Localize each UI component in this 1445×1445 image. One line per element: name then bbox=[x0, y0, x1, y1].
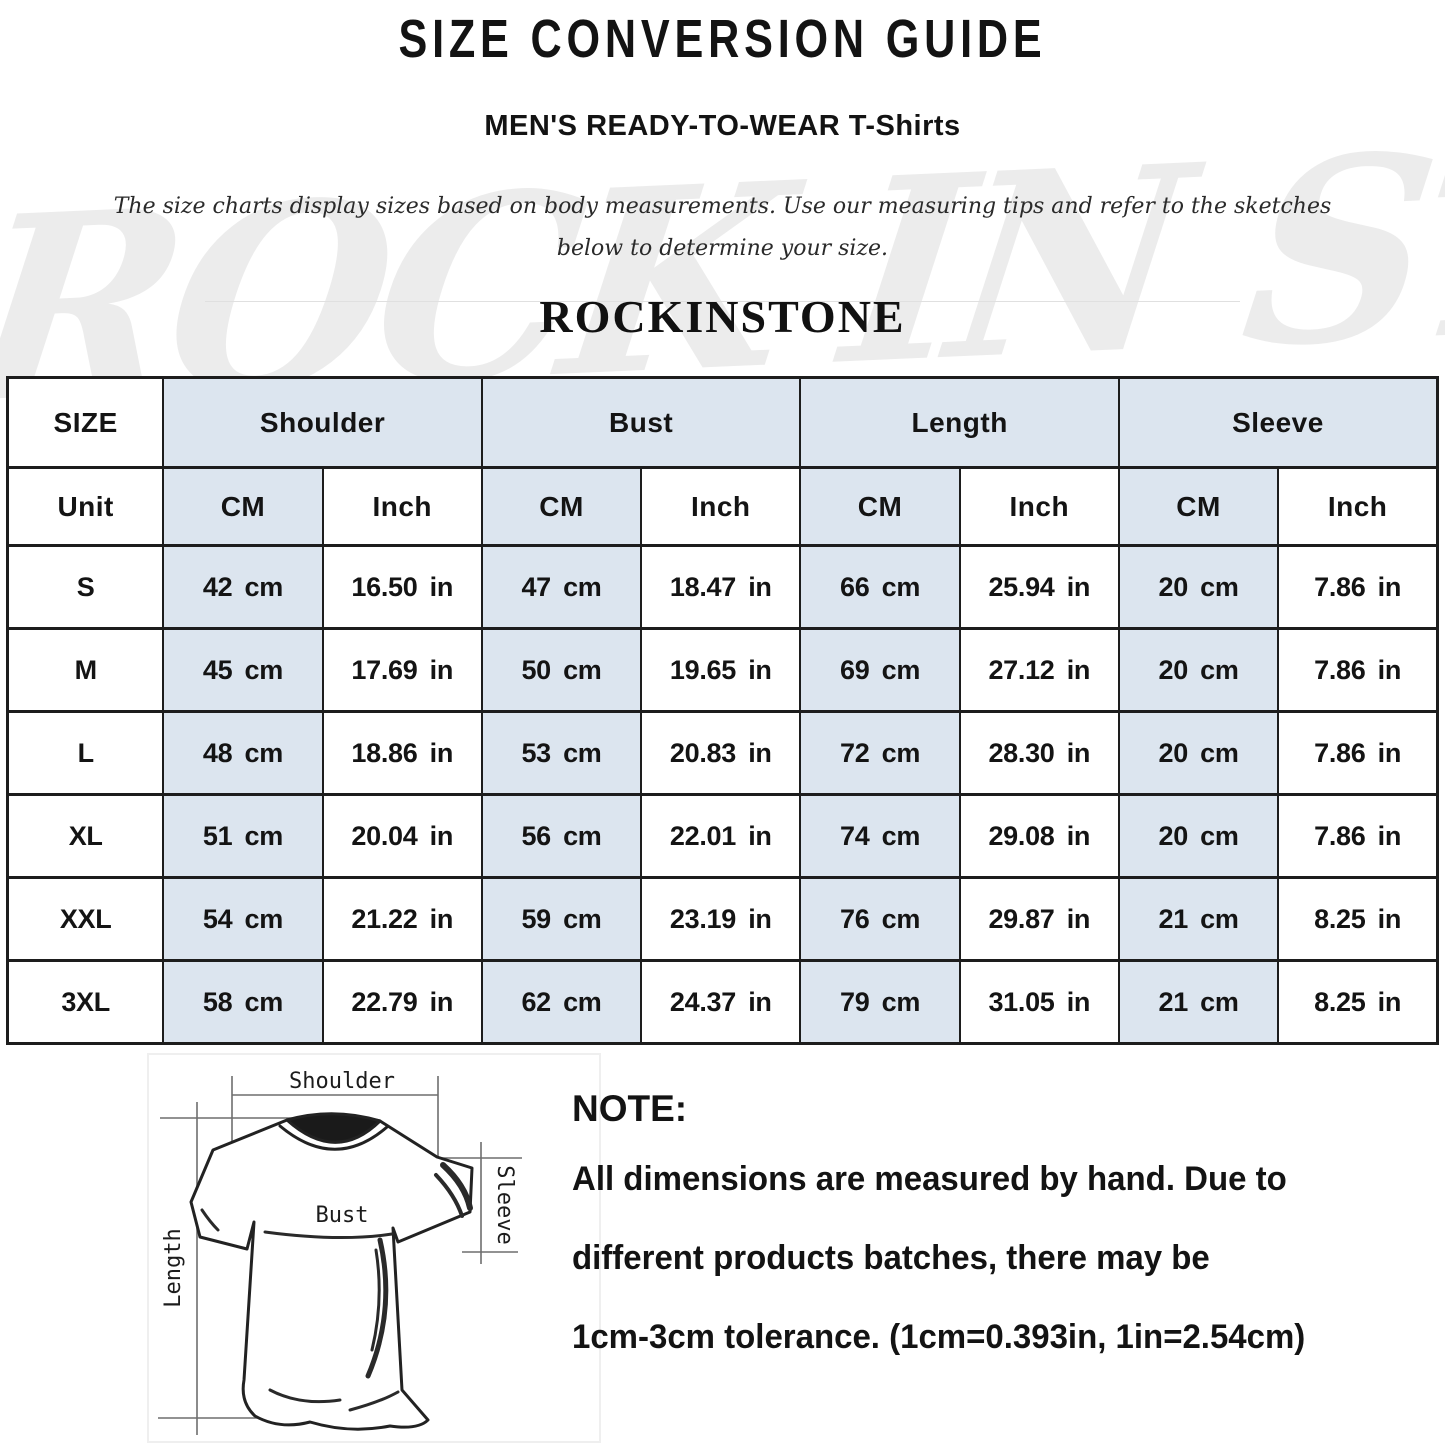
value-cell: 22.79 in bbox=[321, 959, 483, 1045]
value-cell: 20 cm bbox=[1117, 793, 1280, 879]
note-line-1: All dimensions are measured by hand. Due… bbox=[572, 1160, 1287, 1198]
value-cell: 72 cm bbox=[799, 710, 961, 796]
group-header-sleeve: Sleeve bbox=[1117, 376, 1439, 469]
unit-cm-cell: CM bbox=[1117, 466, 1280, 547]
page-subtitle: MEN'S READY-TO-WEAR T-Shirts bbox=[484, 110, 961, 142]
table-row-xxl: XXL 54 cm 21.22 in 59 cm 23.19 in 76 cm … bbox=[6, 876, 1439, 962]
note-heading: NOTE: bbox=[572, 1088, 688, 1129]
value-cell: 22.01 in bbox=[640, 793, 802, 879]
unit-label-cell: Unit bbox=[6, 466, 165, 547]
unit-inch-cell: Inch bbox=[958, 466, 1120, 547]
value-cell: 50 cm bbox=[480, 627, 643, 713]
value-cell: 21 cm bbox=[1117, 876, 1280, 962]
value-cell: 31.05 in bbox=[958, 959, 1120, 1045]
tshirt-shading bbox=[200, 1162, 473, 1412]
value-cell: 79 cm bbox=[799, 959, 961, 1045]
page-title: SIZE CONVERSION GUIDE bbox=[398, 9, 1047, 69]
tshirt-outline bbox=[189, 1112, 474, 1431]
length-label: Length bbox=[161, 1228, 186, 1307]
value-cell: 17.69 in bbox=[321, 627, 483, 713]
value-cell: 16.50 in bbox=[321, 544, 483, 630]
group-header-row: SIZE Shoulder Bust Length Sleeve bbox=[6, 376, 1439, 469]
unit-inch-cell: Inch bbox=[640, 466, 802, 547]
description: The size charts display sizes based on b… bbox=[0, 186, 1445, 270]
value-cell: 48 cm bbox=[162, 710, 324, 796]
value-cell: 7.86 in bbox=[1277, 793, 1439, 879]
value-cell: 24.37 in bbox=[640, 959, 802, 1045]
table-row-xl: XL 51 cm 20.04 in 56 cm 22.01 in 74 cm 2… bbox=[6, 793, 1439, 879]
description-line-2: below to determine your size. bbox=[556, 236, 889, 261]
table-row-l: L 48 cm 18.86 in 53 cm 20.83 in 72 cm 28… bbox=[6, 710, 1439, 796]
value-cell: 20 cm bbox=[1117, 710, 1280, 796]
bust-label: Bust bbox=[316, 1203, 369, 1228]
value-cell: 18.47 in bbox=[640, 544, 802, 630]
table-row-s: S 42 cm 16.50 in 47 cm 18.47 in 66 cm 25… bbox=[6, 544, 1439, 630]
value-cell: 74 cm bbox=[799, 793, 961, 879]
value-cell: 23.19 in bbox=[640, 876, 802, 962]
value-cell: 76 cm bbox=[799, 876, 961, 962]
value-cell: 42 cm bbox=[162, 544, 324, 630]
value-cell: 66 cm bbox=[799, 544, 961, 630]
value-cell: 54 cm bbox=[162, 876, 324, 962]
size-cell: L bbox=[6, 710, 165, 796]
note-body: All dimensions are measured by hand. Due… bbox=[572, 1140, 1377, 1377]
table-row-m: M 45 cm 17.69 in 50 cm 19.65 in 69 cm 27… bbox=[6, 627, 1439, 713]
value-cell: 21 cm bbox=[1117, 959, 1280, 1045]
value-cell: 29.08 in bbox=[958, 793, 1120, 879]
unit-header-row: Unit CM Inch CM Inch CM Inch CM Inch bbox=[6, 466, 1439, 547]
value-cell: 25.94 in bbox=[958, 544, 1120, 630]
note-line-2: different products batches, there may be bbox=[572, 1239, 1210, 1277]
value-cell: 21.22 in bbox=[321, 876, 483, 962]
size-cell: XXL bbox=[6, 876, 165, 962]
unit-inch-cell: Inch bbox=[1277, 466, 1439, 547]
shoulder-label: Shoulder bbox=[289, 1069, 395, 1094]
unit-inch-cell: Inch bbox=[321, 466, 483, 547]
value-cell: 20.83 in bbox=[640, 710, 802, 796]
value-cell: 20 cm bbox=[1117, 627, 1280, 713]
value-cell: 56 cm bbox=[480, 793, 643, 879]
value-cell: 58 cm bbox=[162, 959, 324, 1045]
value-cell: 19.65 in bbox=[640, 627, 802, 713]
unit-cm-cell: CM bbox=[799, 466, 961, 547]
value-cell: 20.04 in bbox=[321, 793, 483, 879]
value-cell: 47 cm bbox=[480, 544, 643, 630]
value-cell: 7.86 in bbox=[1277, 627, 1439, 713]
table-row-3xl: 3XL 58 cm 22.79 in 62 cm 24.37 in 79 cm … bbox=[6, 959, 1439, 1045]
value-cell: 7.86 in bbox=[1277, 544, 1439, 630]
size-cell: S bbox=[6, 544, 165, 630]
divider-line bbox=[205, 301, 1240, 302]
size-cell: M bbox=[6, 627, 165, 713]
value-cell: 29.87 in bbox=[958, 876, 1120, 962]
unit-cm-cell: CM bbox=[162, 466, 324, 547]
unit-cm-cell: CM bbox=[480, 466, 643, 547]
value-cell: 59 cm bbox=[480, 876, 643, 962]
value-cell: 53 cm bbox=[480, 710, 643, 796]
description-line-1: The size charts display sizes based on b… bbox=[113, 194, 1332, 219]
value-cell: 62 cm bbox=[480, 959, 643, 1045]
size-conversion-table: SIZE Shoulder Bust Length Sleeve Unit CM… bbox=[6, 376, 1439, 1045]
brand-name: ROCKINSTONE bbox=[539, 291, 906, 342]
value-cell: 45 cm bbox=[162, 627, 324, 713]
value-cell: 8.25 in bbox=[1277, 959, 1439, 1045]
sleeve-label: Sleeve bbox=[492, 1165, 517, 1244]
value-cell: 8.25 in bbox=[1277, 876, 1439, 962]
size-header-cell: SIZE bbox=[6, 376, 165, 469]
group-header-shoulder: Shoulder bbox=[162, 376, 483, 469]
size-cell: XL bbox=[6, 793, 165, 879]
group-header-length: Length bbox=[799, 376, 1120, 469]
value-cell: 27.12 in bbox=[958, 627, 1120, 713]
photo-edge bbox=[147, 1053, 601, 1443]
value-cell: 69 cm bbox=[799, 627, 961, 713]
value-cell: 18.86 in bbox=[321, 710, 483, 796]
value-cell: 20 cm bbox=[1117, 544, 1280, 630]
note-line-3: 1cm-3cm tolerance. (1cm=0.393in, 1in=2.5… bbox=[572, 1318, 1306, 1356]
size-cell: 3XL bbox=[6, 959, 165, 1045]
value-cell: 51 cm bbox=[162, 793, 324, 879]
value-cell: 28.30 in bbox=[958, 710, 1120, 796]
tshirt-diagram: Shoulder Bust Length Sleeve bbox=[147, 1053, 601, 1443]
value-cell: 7.86 in bbox=[1277, 710, 1439, 796]
group-header-bust: Bust bbox=[480, 376, 802, 469]
